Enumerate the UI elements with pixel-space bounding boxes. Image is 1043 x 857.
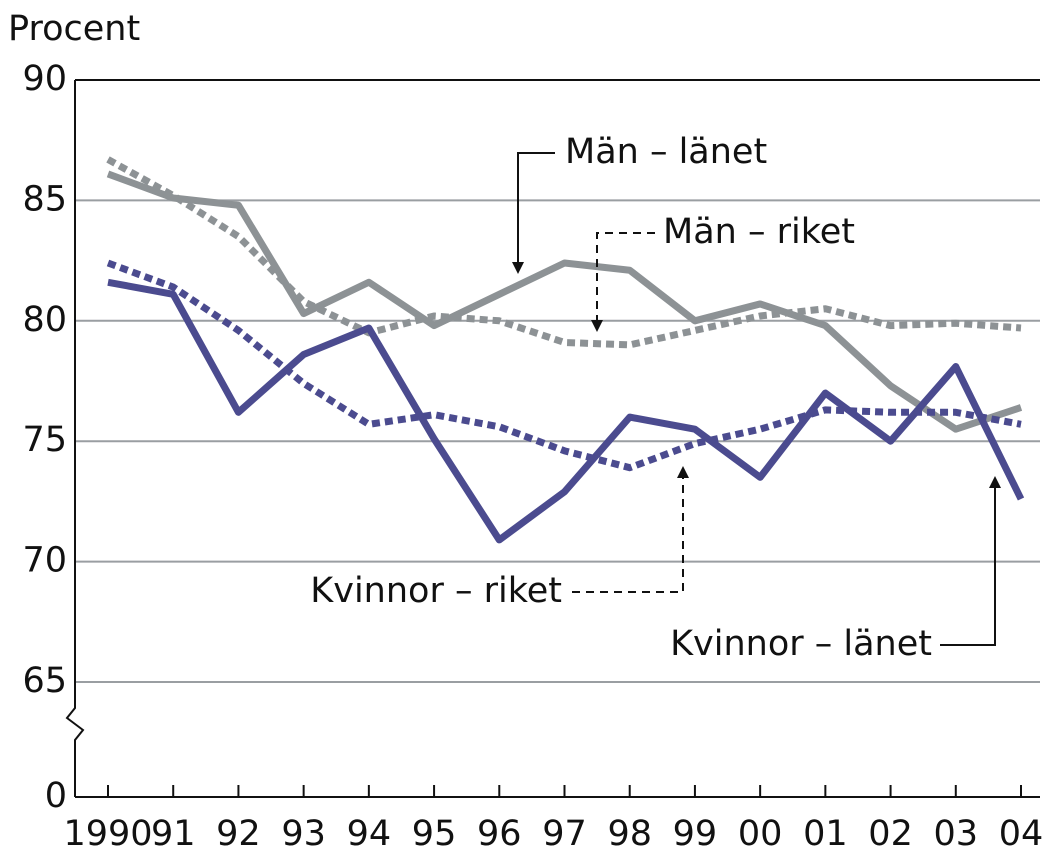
x-tick-label: 93 xyxy=(281,814,326,854)
y-tick-label: 90 xyxy=(22,59,67,99)
line-series xyxy=(106,170,1023,433)
y-tick-label: 65 xyxy=(22,661,67,701)
y-axis-title: Procent xyxy=(8,9,140,49)
series-label: Kvinnor – riket xyxy=(310,571,562,611)
x-tick-label: 02 xyxy=(868,814,913,854)
y-tick-label: 80 xyxy=(22,300,67,340)
leader xyxy=(572,475,684,593)
x-tick-label: 94 xyxy=(347,814,392,854)
x-tick-label: 92 xyxy=(216,814,261,854)
leader xyxy=(940,485,996,646)
leader xyxy=(596,232,655,322)
x-tick-label: 95 xyxy=(412,814,457,854)
y-axis-break xyxy=(65,80,85,797)
x-tick-label: 98 xyxy=(607,814,652,854)
annotations xyxy=(512,152,1001,646)
x-tick-label: 03 xyxy=(934,814,979,854)
arrow xyxy=(989,476,1001,488)
y-tick-label: 0 xyxy=(45,776,67,816)
x-tick-label: 04 xyxy=(999,814,1043,854)
line-series xyxy=(106,156,1022,349)
x-tick-label: 97 xyxy=(542,814,587,854)
x-tick-label: 91 xyxy=(151,814,196,854)
x-tick-label: 00 xyxy=(738,814,783,854)
x-tick-label: 1990 xyxy=(63,814,152,854)
y-tick-label: 85 xyxy=(22,179,67,219)
x-tick-label: 01 xyxy=(803,814,848,854)
axes xyxy=(65,79,1040,798)
arrow xyxy=(591,320,603,332)
line-series xyxy=(106,259,1022,472)
series-label: Män – länet xyxy=(565,132,767,172)
x-tick-label: 96 xyxy=(477,814,522,854)
y-tick-label: 75 xyxy=(22,420,67,460)
arrow xyxy=(677,466,689,478)
leader xyxy=(517,152,555,265)
series-label: Kvinnor – länet xyxy=(670,624,932,664)
y-tick-label: 70 xyxy=(22,541,67,581)
line-series xyxy=(107,278,1025,544)
x-tick-label: 99 xyxy=(673,814,718,854)
arrow xyxy=(512,262,524,274)
series-label: Män – riket xyxy=(663,212,855,252)
